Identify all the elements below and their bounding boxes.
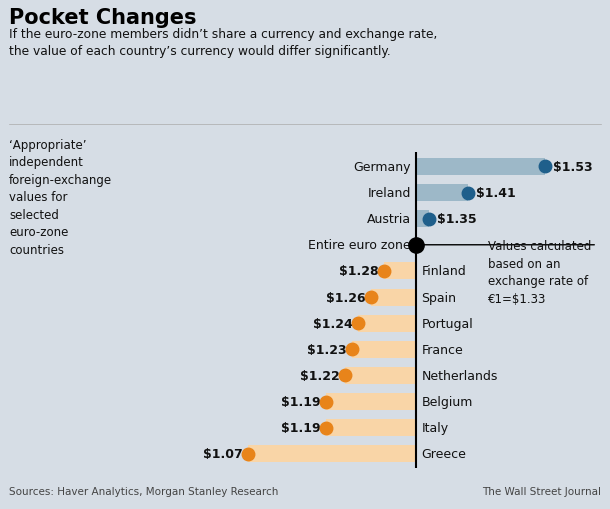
Text: $1.07: $1.07 — [203, 447, 243, 461]
Text: $1.22: $1.22 — [300, 369, 340, 382]
Text: Greece: Greece — [422, 447, 466, 461]
Text: Austria: Austria — [367, 213, 411, 225]
Bar — [416, 159, 545, 176]
Text: Germany: Germany — [354, 160, 411, 174]
Text: Italy: Italy — [422, 421, 448, 434]
Text: ‘Appropriate’
independent
foreign-exchange
values for
selected
euro-zone
countri: ‘Appropriate’ independent foreign-exchan… — [9, 138, 112, 256]
Text: Sources: Haver Analytics, Morgan Stanley Research: Sources: Haver Analytics, Morgan Stanley… — [9, 486, 279, 496]
Text: $1.19: $1.19 — [281, 395, 321, 408]
Text: $1.28: $1.28 — [339, 265, 379, 278]
Text: $1.26: $1.26 — [326, 291, 366, 304]
Bar — [345, 367, 416, 384]
Text: Pocket Changes: Pocket Changes — [9, 8, 196, 27]
Text: Finland: Finland — [422, 265, 466, 278]
Bar — [371, 289, 416, 306]
Bar — [351, 341, 416, 358]
Text: Ireland: Ireland — [368, 187, 411, 200]
Bar — [248, 445, 416, 462]
Text: The Wall Street Journal: The Wall Street Journal — [482, 486, 601, 496]
Text: Values calculated
based on an
exchange rate of
€1=$1.33: Values calculated based on an exchange r… — [488, 240, 591, 305]
Bar — [326, 393, 416, 410]
Text: $1.19: $1.19 — [281, 421, 321, 434]
Bar — [326, 419, 416, 436]
Text: Portugal: Portugal — [422, 317, 473, 330]
Text: $1.24: $1.24 — [313, 317, 353, 330]
Bar — [416, 211, 429, 228]
Text: $1.23: $1.23 — [307, 343, 346, 356]
Text: France: France — [422, 343, 463, 356]
Bar — [384, 263, 416, 280]
Text: Netherlands: Netherlands — [422, 369, 498, 382]
Text: $1.35: $1.35 — [437, 213, 476, 225]
Text: Spain: Spain — [422, 291, 456, 304]
Text: Entire euro zone: Entire euro zone — [309, 239, 411, 252]
Text: If the euro-zone members didn’t share a currency and exchange rate,
the value of: If the euro-zone members didn’t share a … — [9, 28, 437, 58]
Text: $1.41: $1.41 — [476, 187, 515, 200]
Bar — [358, 315, 416, 332]
Bar — [416, 185, 468, 202]
Text: Belgium: Belgium — [422, 395, 473, 408]
Text: $1.53: $1.53 — [553, 160, 593, 174]
